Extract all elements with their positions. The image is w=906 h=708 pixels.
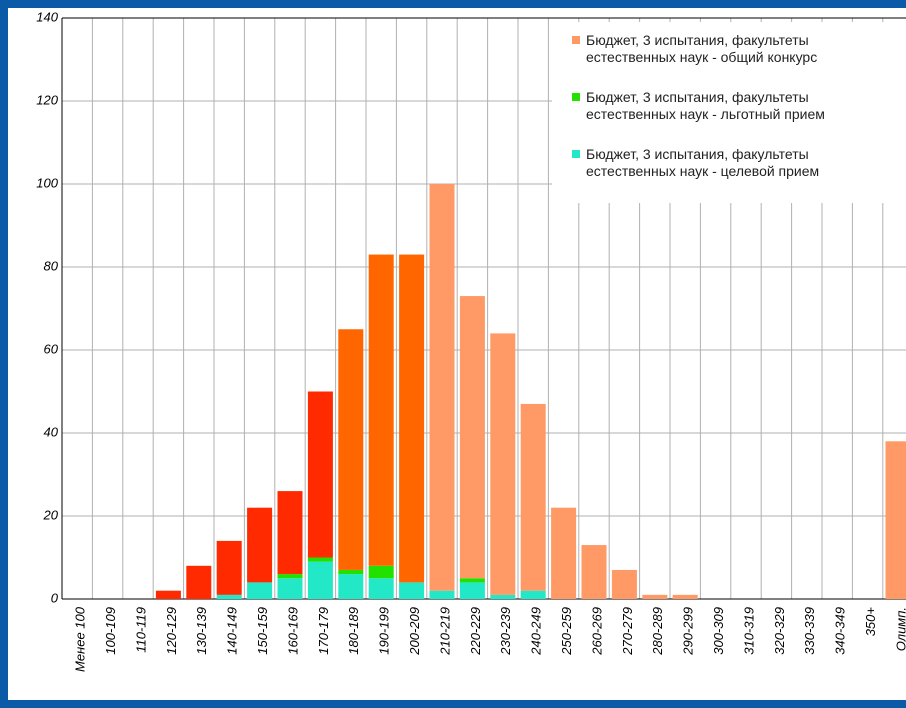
x-tick-label: 170-179 (316, 607, 331, 655)
legend-label: Бюджет, 3 испытания, факультеты естестве… (586, 32, 818, 65)
bar-segment (216, 540, 242, 595)
x-tick-label: 180-189 (346, 607, 361, 655)
x-tick-label: 340-349 (833, 607, 848, 655)
bar-segment (459, 582, 485, 599)
bar-segment (277, 491, 303, 575)
bar-segment (216, 594, 242, 599)
bar-segment (611, 569, 637, 599)
bar-segment (277, 574, 303, 579)
x-tick-label: 220-229 (468, 607, 483, 656)
y-tick-label: 20 (43, 507, 59, 522)
x-tick-label: 200-209 (407, 607, 422, 656)
bar-segment (338, 569, 364, 575)
bar-segment (399, 582, 425, 599)
x-tick-label: 260-269 (589, 607, 604, 656)
y-tick-label: 60 (44, 341, 59, 356)
bar-segment (885, 441, 906, 599)
x-tick-label: 350+ (863, 607, 878, 637)
bar-segment (186, 565, 212, 599)
legend: Бюджет, 3 испытания, факультеты естестве… (552, 22, 906, 203)
x-tick-label: 240-249 (529, 607, 544, 656)
bar-segment (368, 578, 394, 599)
legend-label: Бюджет, 3 испытания, факультеты естестве… (586, 146, 820, 179)
bar-segment (338, 329, 364, 570)
bar-segment (490, 333, 516, 595)
x-tick-label: Менее 100 (73, 606, 88, 672)
x-tick-label: 100-109 (103, 607, 118, 655)
legend-swatch (572, 150, 580, 158)
y-tick-label: 100 (36, 175, 58, 190)
legend-item: Бюджет, 3 испытания, факультеты естестве… (552, 32, 896, 66)
bar-segment (338, 574, 364, 599)
bar-segment (581, 545, 607, 599)
bar-segment (520, 403, 546, 591)
y-tick-label: 40 (44, 424, 59, 439)
legend-swatch (572, 36, 580, 44)
legend-label: Бюджет, 3 испытания, факультеты естестве… (586, 89, 825, 122)
x-tick-label: 270-279 (620, 607, 635, 656)
legend-item: Бюджет, 3 испытания, факультеты естестве… (552, 146, 896, 180)
x-tick-label: 250-259 (559, 607, 574, 656)
bar-segment (672, 594, 698, 599)
x-tick-label: 280-289 (650, 607, 665, 656)
bar-segment (368, 565, 394, 579)
y-tick-label: 0 (51, 590, 59, 605)
legend-swatch (572, 93, 580, 101)
bar-segment (642, 594, 668, 599)
x-tick-label: 190-199 (377, 607, 392, 655)
x-tick-label: 140-149 (225, 607, 240, 655)
bar-segment (490, 594, 516, 599)
bar-segment (277, 578, 303, 599)
bar-segment (247, 507, 273, 583)
bar-segment (551, 507, 577, 599)
x-tick-label: Олимп. (893, 607, 906, 651)
bar-segment (429, 184, 455, 591)
y-tick-label: 80 (44, 258, 59, 273)
bar-segment (368, 254, 394, 566)
bar-segment (155, 590, 181, 599)
x-tick-label: 290-299 (681, 607, 696, 656)
bar-segment (459, 578, 485, 583)
x-tick-label: 230-239 (498, 607, 513, 656)
x-tick-label: 110-119 (133, 607, 148, 653)
x-tick-label: 320-329 (772, 607, 787, 655)
x-tick-label: 130-139 (194, 607, 209, 655)
bar-segment (399, 254, 425, 583)
legend-item: Бюджет, 3 испытания, факультеты естестве… (552, 89, 896, 123)
x-tick-label: 120-129 (164, 607, 179, 655)
x-tick-label: 160-169 (285, 607, 300, 655)
bar-segment (307, 391, 333, 558)
bar-segment (429, 590, 455, 599)
x-tick-label: 150-159 (255, 607, 270, 655)
bar-segment (307, 561, 333, 599)
x-tick-label: 210-219 (437, 607, 452, 656)
bar-segment (459, 296, 485, 579)
x-tick-label: 310-319 (741, 607, 756, 655)
x-tick-label: 330-339 (802, 607, 817, 655)
bar-segment (247, 582, 273, 599)
y-tick-label: 120 (36, 92, 58, 107)
y-tick-label: 140 (36, 9, 58, 24)
bar-segment (520, 590, 546, 599)
bar-segment (307, 557, 333, 562)
x-tick-label: 300-309 (711, 607, 726, 655)
